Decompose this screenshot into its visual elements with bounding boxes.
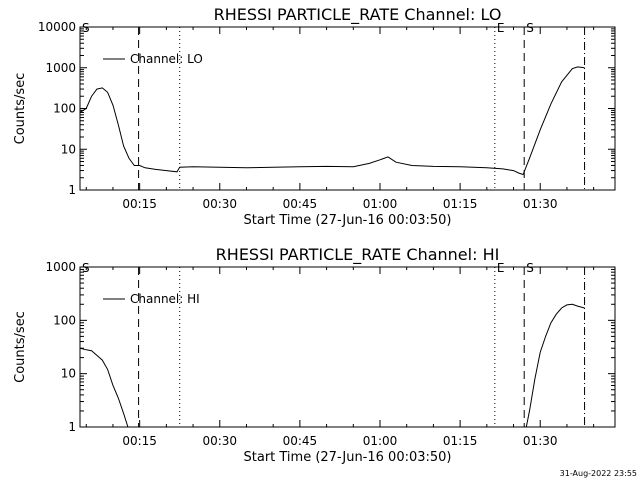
plot-frame (79, 266, 616, 428)
y-axis-label: Counts/sec (13, 73, 28, 145)
y-tick-label: 1 (68, 183, 76, 197)
y-tick-label: 10 (61, 142, 76, 156)
y-tick-label: 1000 (45, 260, 76, 274)
chart-title: RHESSI PARTICLE_RATE Channel: LO (214, 5, 502, 25)
footer-timestamp: 31-Aug-2022 23:55 (560, 469, 637, 478)
event-marker-label: S (82, 261, 90, 275)
x-axis-label: Start Time (27-Jun-16 00:03:50) (244, 450, 452, 465)
event-marker-label: E (497, 21, 505, 35)
x-tick-label: 00:30 (202, 434, 237, 448)
chart-title: RHESSI PARTICLE_RATE Channel: HI (216, 245, 500, 265)
x-tick-label: 00:30 (202, 197, 237, 211)
x-tick-label: 00:15 (122, 434, 157, 448)
y-tick-label: 1000 (45, 61, 76, 75)
y-tick-label: 100 (53, 313, 76, 327)
y-tick-label: 100 (53, 102, 76, 116)
event-marker-label: S (82, 21, 90, 35)
event-marker-label: E (497, 261, 505, 275)
x-tick-label: 01:30 (523, 434, 558, 448)
x-tick-label: 01:15 (443, 434, 478, 448)
x-tick-label: 00:15 (122, 197, 157, 211)
y-axis-label: Counts/sec (13, 311, 28, 383)
x-tick-label: 01:00 (363, 434, 398, 448)
x-tick-label: 01:15 (443, 197, 478, 211)
x-tick-label: 00:45 (283, 197, 318, 211)
event-marker-label: S (526, 261, 534, 275)
series-line (80, 66, 585, 176)
lo-channel-panel: RHESSI PARTICLE_RATE Channel: LO Start Ti… (13, 5, 616, 228)
y-tick-label: 10 (61, 367, 76, 381)
y-tick-label: 10000 (38, 20, 76, 34)
x-tick-label: 00:45 (283, 434, 318, 448)
series-line (525, 303, 585, 427)
legend-label: Channel: LO (130, 52, 203, 66)
legend-label: Channel: HI (130, 292, 200, 306)
event-marker-label: S (526, 21, 534, 35)
series-line (80, 347, 129, 427)
x-tick-label: 01:00 (363, 197, 398, 211)
x-axis-label: Start Time (27-Jun-16 00:03:50) (244, 213, 452, 228)
y-tick-label: 1 (68, 420, 76, 434)
x-tick-label: 01:30 (523, 197, 558, 211)
hi-channel-panel: RHESSI PARTICLE_RATE Channel: HI Start Ti… (13, 245, 616, 465)
